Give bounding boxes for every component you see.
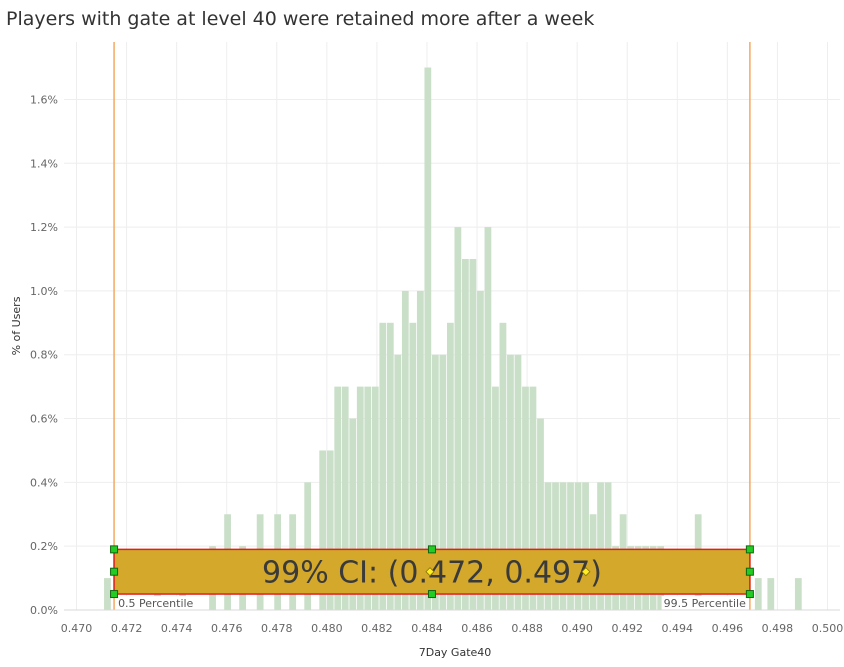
axes: 0.470 0.472 0.474 0.476 0.478 0.480 0.482 0.484… bbox=[10, 93, 843, 659]
percentile-label-bg bbox=[661, 596, 749, 611]
histogram-bar bbox=[462, 258, 469, 610]
histogram-bar bbox=[326, 450, 334, 610]
ci-annotation[interactable]: 99% CI: (0.472, 0.497) bbox=[110, 545, 754, 599]
histogram-bar bbox=[349, 418, 357, 610]
histogram-bar bbox=[104, 578, 111, 610]
reference-lines: 0.5 Percentile 99.5 Percentile bbox=[113, 42, 751, 611]
adjust-handle[interactable] bbox=[425, 567, 435, 577]
resize-handle[interactable] bbox=[745, 545, 754, 554]
histogram-bar bbox=[431, 354, 439, 610]
histogram-bar bbox=[484, 227, 492, 610]
x-tick-label: 0.470 bbox=[61, 622, 93, 635]
y-tick-label: 1.4% bbox=[30, 157, 58, 170]
resize-handle[interactable] bbox=[110, 567, 119, 576]
histogram-bar bbox=[439, 354, 447, 610]
y-axis-title: % of Users bbox=[10, 296, 23, 355]
x-tick-label: 0.492 bbox=[611, 622, 643, 635]
histogram-bar bbox=[767, 578, 775, 610]
histogram-bar bbox=[492, 386, 499, 610]
histogram-bar bbox=[386, 322, 394, 610]
resize-handle[interactable] bbox=[427, 590, 436, 599]
histogram-bar bbox=[514, 354, 522, 610]
histogram-bar bbox=[574, 482, 582, 610]
x-tick-label: 0.486 bbox=[461, 622, 493, 635]
x-tick-label: 0.496 bbox=[712, 622, 744, 635]
y-tick-label: 0.4% bbox=[30, 476, 58, 489]
percentile-label-bg bbox=[116, 596, 196, 611]
x-tick-label: 0.480 bbox=[311, 622, 343, 635]
percentile-label: 99.5 Percentile bbox=[664, 597, 746, 610]
resize-handle[interactable] bbox=[745, 567, 754, 576]
resize-handle[interactable] bbox=[110, 545, 119, 554]
resize-handle[interactable] bbox=[745, 590, 754, 599]
histogram-bar bbox=[567, 482, 574, 610]
x-axis-title: 7Day Gate40 bbox=[419, 646, 492, 659]
histogram-bar bbox=[416, 290, 424, 610]
histogram-bar bbox=[499, 322, 507, 610]
y-tick-label: 0.2% bbox=[30, 540, 58, 553]
x-tick-label: 0.484 bbox=[411, 622, 443, 635]
histogram-bar bbox=[597, 482, 604, 610]
histogram-bar bbox=[424, 67, 432, 611]
x-tick-label: 0.482 bbox=[361, 622, 393, 635]
y-tick-label: 0.0% bbox=[30, 604, 58, 617]
histogram-bar bbox=[469, 258, 477, 610]
x-tick-label: 0.500 bbox=[812, 622, 844, 635]
histogram-bar bbox=[304, 482, 312, 610]
x-tick-label: 0.490 bbox=[561, 622, 593, 635]
y-tick-label: 1.2% bbox=[30, 221, 58, 234]
histogram-bar bbox=[604, 482, 612, 610]
histogram-bar bbox=[552, 482, 559, 610]
x-tick-label: 0.472 bbox=[111, 622, 143, 635]
histogram-bar bbox=[454, 227, 462, 610]
histogram-bar bbox=[559, 482, 567, 610]
x-tick-label: 0.474 bbox=[161, 622, 193, 635]
histogram-bar bbox=[507, 354, 514, 610]
x-tick-label: 0.476 bbox=[211, 622, 243, 635]
y-tick-label: 1.0% bbox=[30, 285, 58, 298]
x-tick-label: 0.488 bbox=[511, 622, 543, 635]
histogram-bar bbox=[356, 386, 364, 610]
histogram-bar bbox=[537, 418, 544, 610]
histogram-bar bbox=[334, 386, 342, 610]
histogram-bar bbox=[522, 386, 529, 610]
x-tick-label: 0.478 bbox=[261, 622, 293, 635]
histogram-bar bbox=[754, 578, 762, 610]
histogram-bar bbox=[401, 290, 409, 610]
histogram-bar bbox=[477, 290, 484, 610]
histogram-bar bbox=[364, 386, 372, 610]
y-tick-label: 0.8% bbox=[30, 349, 58, 362]
histogram-bar bbox=[371, 386, 379, 610]
resize-handle[interactable] bbox=[110, 590, 119, 599]
histogram-bar bbox=[409, 322, 417, 610]
resize-handle[interactable] bbox=[427, 545, 436, 554]
histogram-bar bbox=[582, 482, 589, 610]
histogram-bar bbox=[446, 322, 454, 610]
y-tick-label: 1.6% bbox=[30, 93, 58, 106]
histogram-bar bbox=[319, 450, 327, 610]
x-tick-label: 0.498 bbox=[762, 622, 794, 635]
percentile-label: 0.5 Percentile bbox=[118, 597, 193, 610]
histogram-bars bbox=[104, 67, 802, 611]
histogram-bar bbox=[544, 482, 552, 610]
histogram-bar bbox=[529, 386, 537, 610]
adjust-handle[interactable] bbox=[581, 567, 591, 577]
x-tick-label: 0.494 bbox=[662, 622, 694, 635]
chart-title: Players with gate at level 40 were retai… bbox=[6, 8, 595, 30]
histogram-bar bbox=[394, 354, 402, 610]
y-tick-label: 0.6% bbox=[30, 413, 58, 426]
histogram-bar bbox=[341, 386, 349, 610]
histogram-bar bbox=[794, 578, 802, 610]
histogram-bar bbox=[379, 322, 387, 610]
